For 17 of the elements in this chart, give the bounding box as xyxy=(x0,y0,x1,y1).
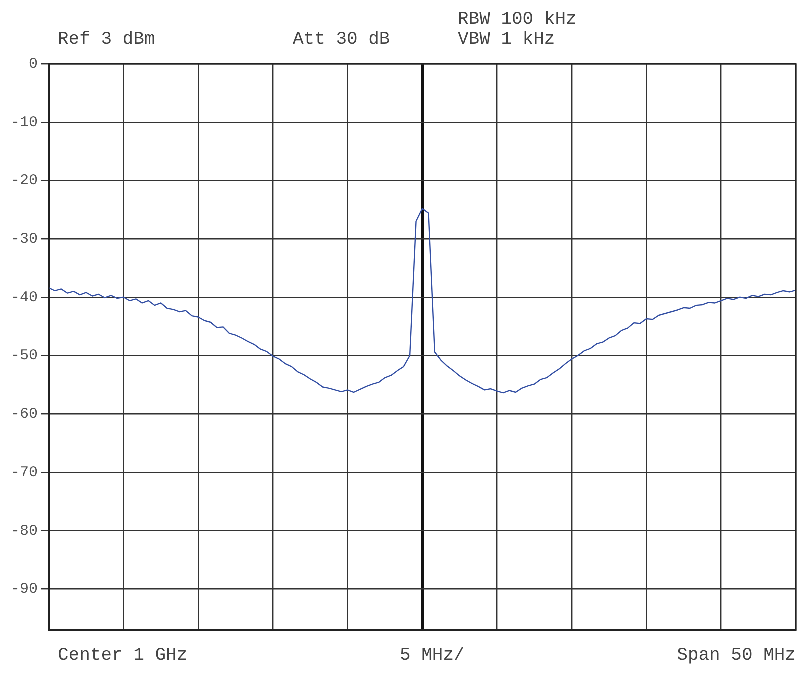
y-tick-label: -10 xyxy=(10,114,38,132)
text: Att 30 dB xyxy=(293,30,390,50)
y-tick-label: -40 xyxy=(10,289,38,306)
y-tick-label: -20 xyxy=(10,172,38,190)
y-tick-label: 0 xyxy=(28,56,38,73)
y-tick-label: -30 xyxy=(10,231,38,248)
y-tick-label: -50 xyxy=(10,348,38,365)
text: 5 MHz/ xyxy=(400,646,465,666)
y-tick-label: -60 xyxy=(10,406,38,424)
text: Span 50 MHz xyxy=(677,646,796,666)
text: Center 1 GHz xyxy=(58,646,188,666)
y-tick-label: -80 xyxy=(10,522,38,540)
y-tick-label: -90 xyxy=(10,581,38,598)
text: VBW 1 kHz xyxy=(458,30,556,50)
y-tick-label: -70 xyxy=(10,464,38,482)
text: RBW 100 kHz xyxy=(458,10,577,30)
text: Ref 3 dBm xyxy=(58,30,156,50)
